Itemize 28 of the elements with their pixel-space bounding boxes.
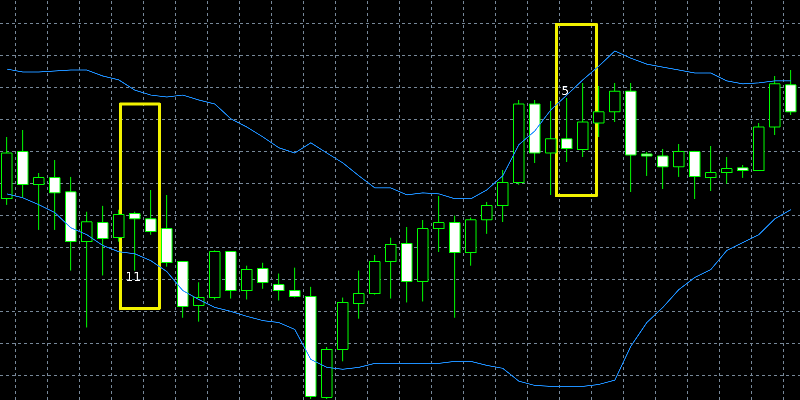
candlestick (257, 262, 269, 290)
candlestick (353, 270, 365, 320)
candlestick (545, 100, 557, 196)
candlestick (705, 146, 717, 192)
candlestick (97, 205, 109, 276)
candlestick (593, 86, 605, 138)
candlestick (481, 201, 493, 234)
candlestick (289, 267, 301, 298)
candlestick (673, 144, 685, 178)
candlestick (273, 273, 285, 302)
candlestick (241, 265, 253, 300)
candlestick (497, 170, 509, 223)
annotation: 5 (562, 84, 570, 98)
candlestick (433, 196, 445, 253)
annotation: 11 (126, 270, 142, 284)
candlestick (641, 151, 653, 176)
candlestick (33, 172, 45, 230)
candlestick (49, 160, 61, 230)
candlestick (609, 82, 621, 123)
candlestick (385, 237, 397, 300)
candlestick (561, 98, 573, 163)
candlestick (657, 148, 669, 190)
candlestick (145, 190, 157, 236)
candlestick (721, 156, 733, 184)
candlestick (737, 164, 749, 178)
candlestick (81, 211, 93, 328)
candlestick (129, 211, 141, 272)
candlestick (113, 209, 125, 242)
